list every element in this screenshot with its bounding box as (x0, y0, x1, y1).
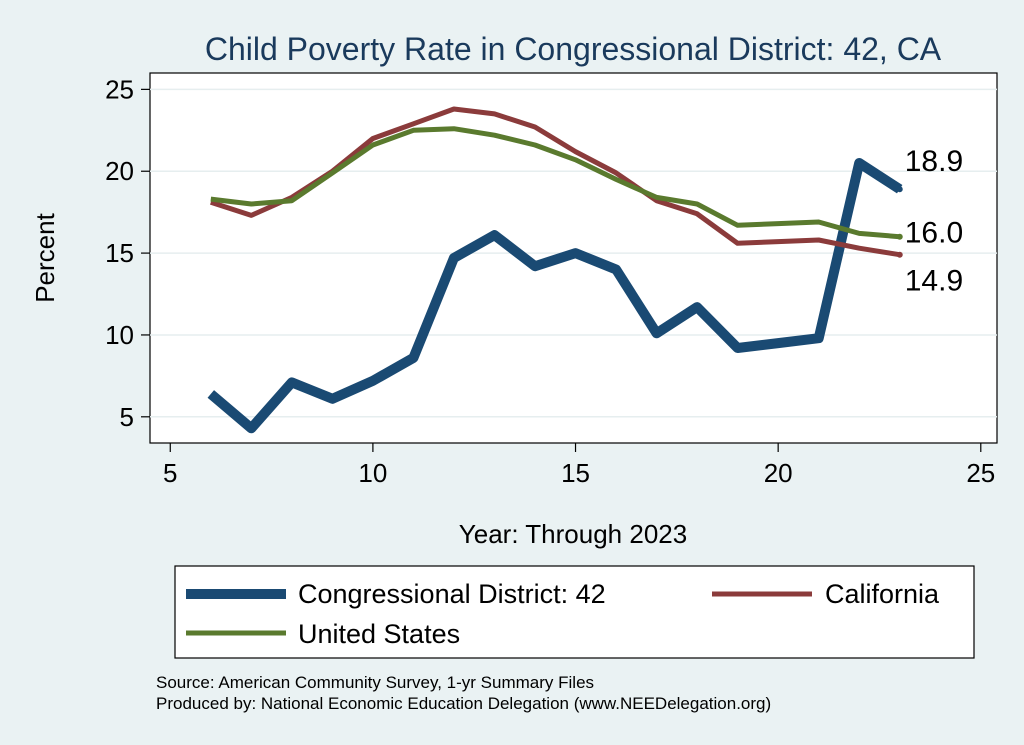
end-point-district (896, 186, 903, 193)
source-line-1: Source: American Community Survey, 1-yr … (156, 673, 594, 692)
legend: Congressional District: 42 California Un… (174, 565, 975, 659)
y-axis: 5 10 15 20 25 (105, 74, 150, 432)
x-tick-label: 25 (966, 458, 995, 488)
x-tick-label: 10 (358, 458, 387, 488)
x-tick-label: 15 (561, 458, 590, 488)
end-label-district: 18.9 (905, 145, 963, 178)
end-labels: 18.9 14.9 16.0 (905, 145, 963, 297)
x-axis: 5 10 15 20 25 (163, 443, 995, 488)
x-tick-label: 5 (163, 458, 177, 488)
series-line-district (207, 158, 903, 434)
source-line-2: Produced by: National Economic Education… (156, 694, 771, 713)
y-axis-label: Percent (30, 212, 60, 302)
series-group (207, 106, 903, 434)
y-tick-label: 25 (105, 74, 134, 104)
legend-box (174, 565, 975, 659)
y-tick-label: 5 (120, 402, 134, 432)
end-point-united-states (896, 233, 903, 240)
x-tick-label: 20 (764, 458, 793, 488)
legend-label-california: California (825, 579, 940, 609)
series-line-united-states (210, 126, 900, 240)
end-label-united-states: 16.0 (905, 217, 963, 250)
legend-label-united-states: United States (298, 619, 460, 649)
end-label-california: 14.9 (905, 265, 963, 298)
x-axis-label: Year: Through 2023 (459, 519, 687, 549)
end-point-california (896, 251, 903, 258)
y-tick-label: 15 (105, 238, 134, 268)
gridlines (150, 88, 997, 418)
y-tick-label: 10 (105, 320, 134, 350)
y-tick-label: 20 (105, 156, 134, 186)
legend-label-district: Congressional District: 42 (298, 579, 606, 609)
chart-title: Child Poverty Rate in Congressional Dist… (205, 31, 942, 67)
